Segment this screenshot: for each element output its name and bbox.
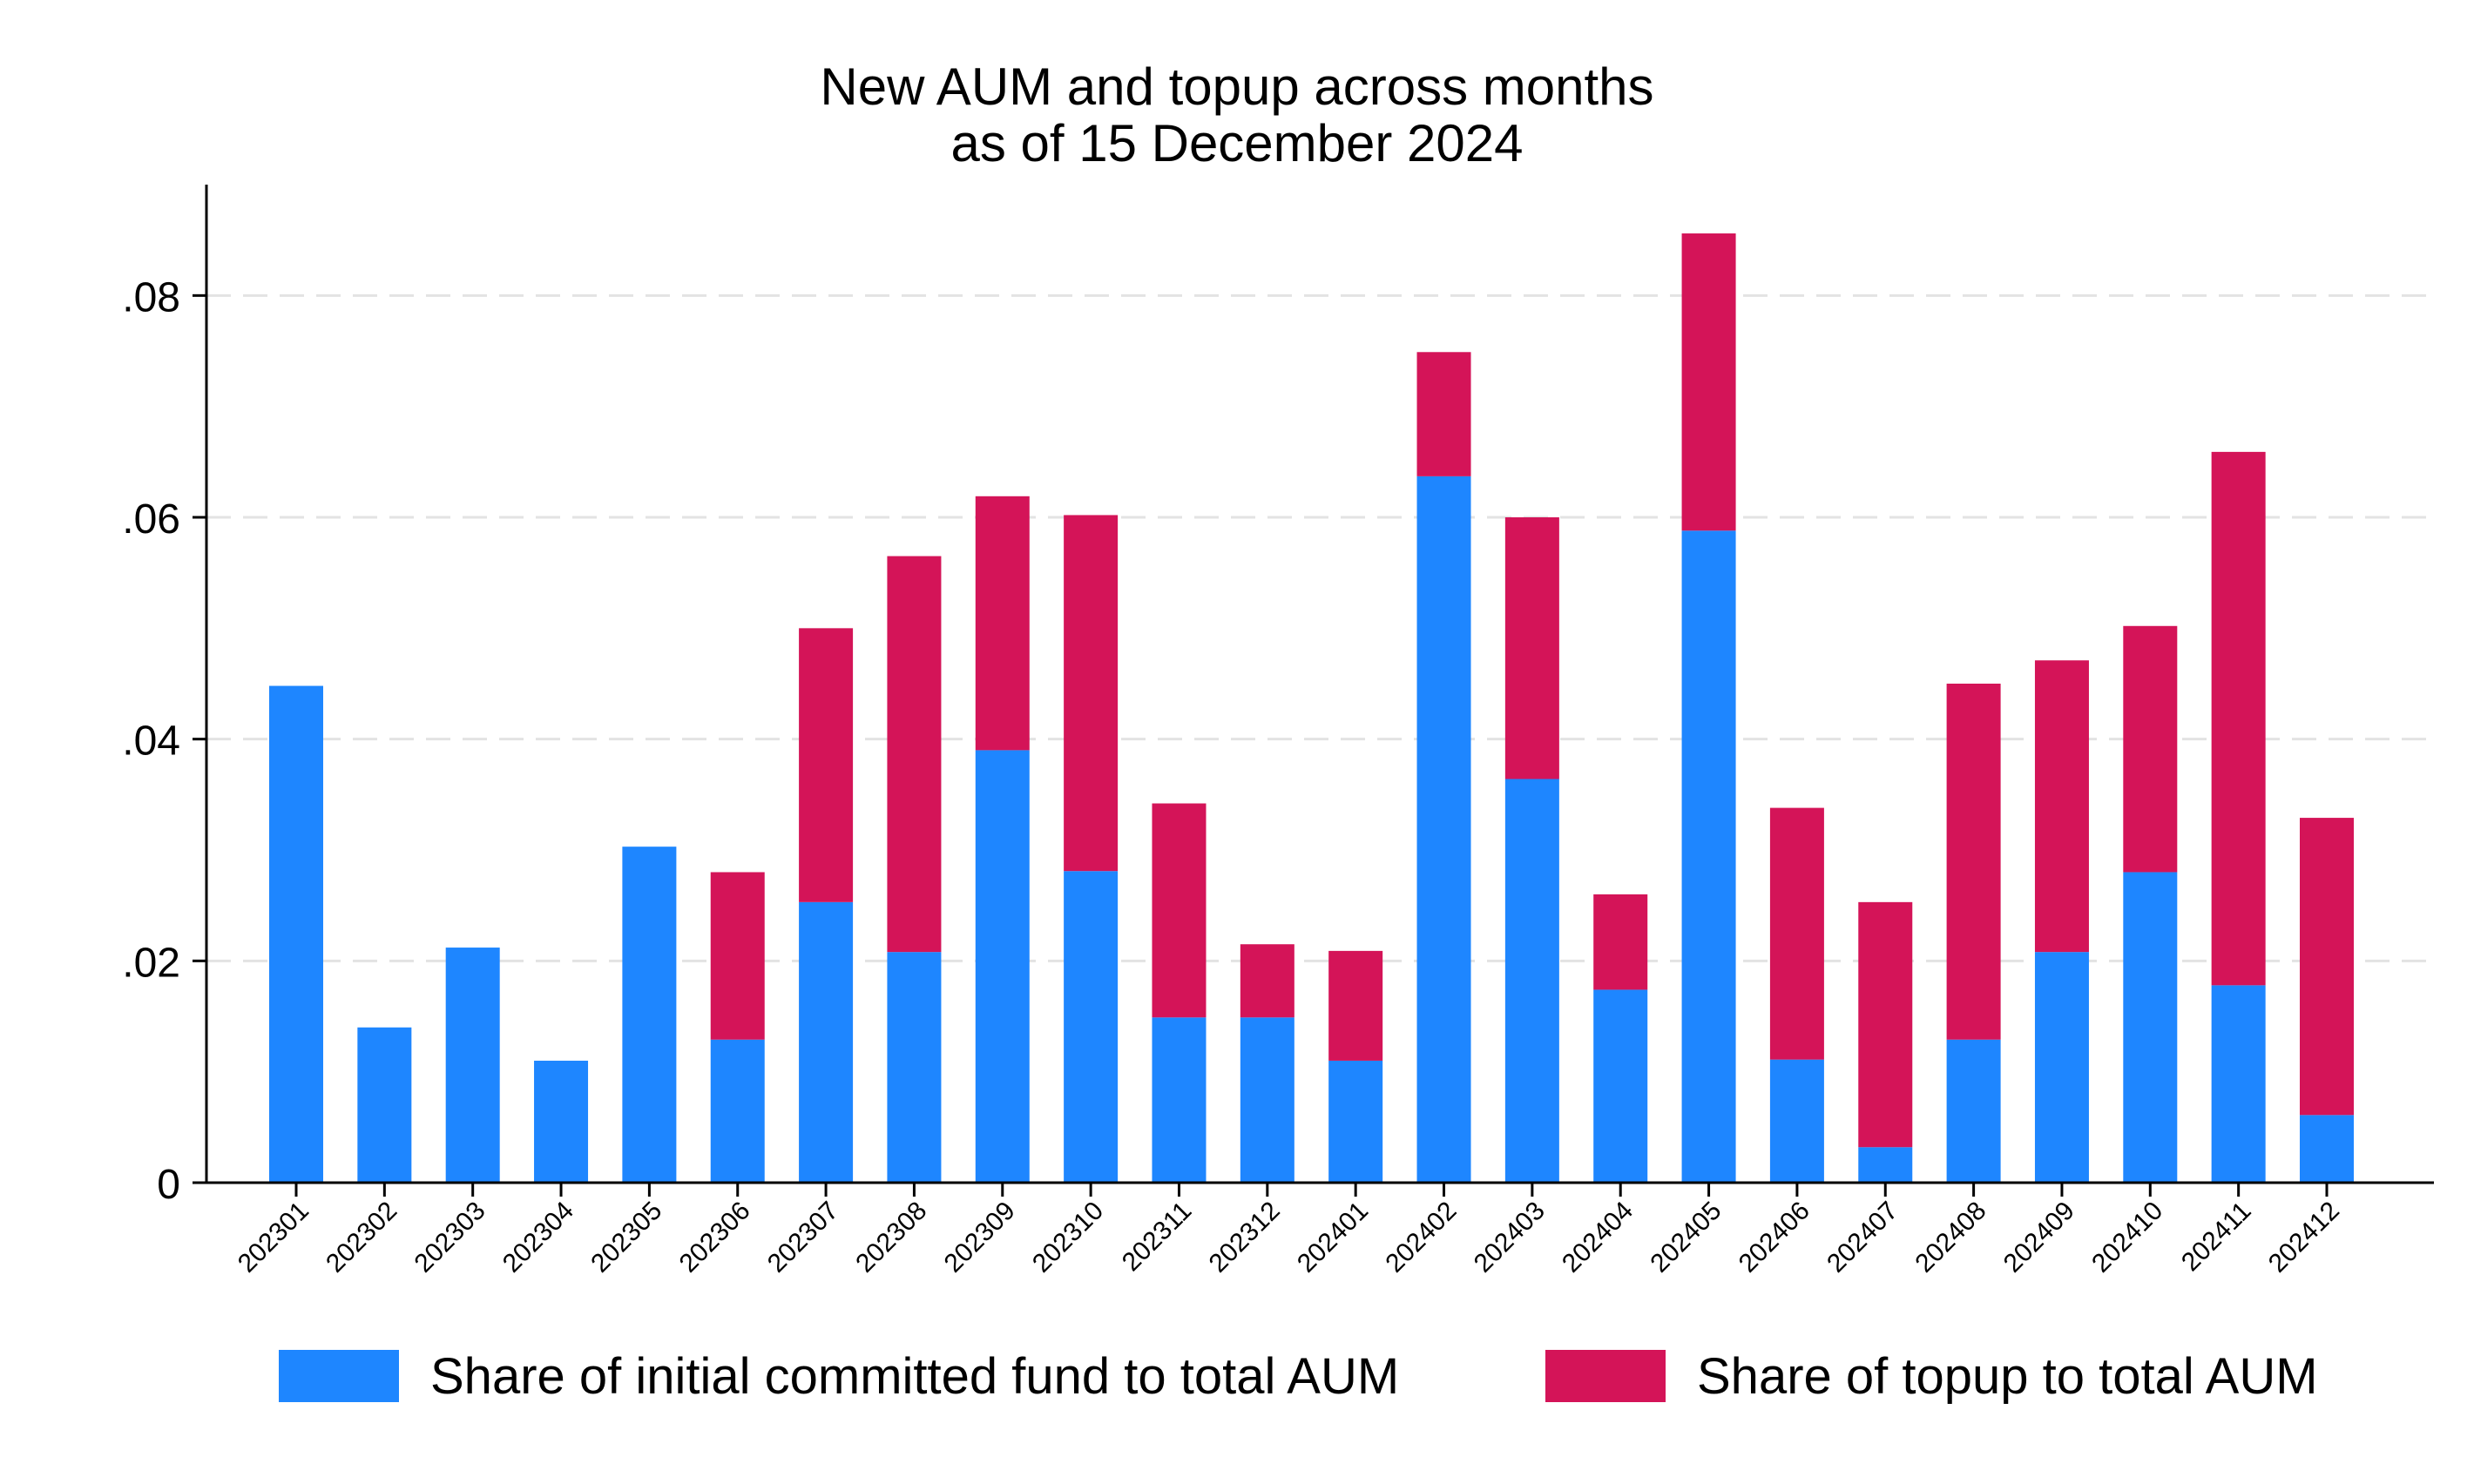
x-tick-label: 202412 [2263,1197,2345,1278]
bar-initial-fund [975,750,1030,1183]
x-tick-label: 202305 [585,1197,667,1278]
bar-initial-fund [1240,1017,1294,1183]
bar-topup [2034,660,2089,953]
x-tick-label: 202310 [1027,1197,1109,1278]
x-tick-label: 202308 [850,1197,932,1278]
x-tick-label: 202403 [1469,1197,1551,1278]
bar-topup [1152,803,1207,1018]
bar-topup [710,872,765,1040]
legend-label-topup: Share of topup to total AUM [1697,1347,2318,1405]
y-tick-label: .04 [122,718,180,765]
bar-initial-fund [710,1039,765,1183]
bar-initial-fund [1416,476,1471,1183]
x-tick-label: 202405 [1645,1197,1727,1278]
bar-initial-fund [534,1060,589,1183]
x-tick-label: 202301 [233,1197,314,1278]
bar-initial-fund [622,847,677,1183]
x-tick-label: 202306 [674,1197,756,1278]
y-tick-label: .02 [122,940,180,986]
x-tick-label: 202409 [1998,1197,2080,1278]
bar-initial-fund [1769,1059,1824,1183]
x-tick-label: 202303 [409,1197,491,1278]
bar-initial-fund [2211,985,2266,1183]
bar-topup [799,628,854,902]
x-tick-label: 202312 [1204,1197,1286,1278]
bar-initial-fund [887,952,942,1183]
legend-label-initial-fund: Share of initial committed fund to total… [430,1347,1400,1405]
x-tick-label: 202309 [939,1197,1021,1278]
bar-initial-fund [1681,530,1736,1183]
x-tick-label: 202410 [2086,1197,2168,1278]
bar-initial-fund [269,685,323,1183]
bar-initial-fund [445,948,500,1183]
bar-initial-fund [1858,1147,1913,1183]
legend: Share of initial committed fund to total… [0,1341,2474,1411]
bar-initial-fund [799,901,854,1183]
bar-initial-fund [1946,1039,2001,1183]
bar-initial-fund [1593,989,1648,1183]
bar-topup [1681,233,1736,531]
bar-topup [1328,950,1383,1061]
bar-initial-fund [1504,779,1559,1183]
x-tick-label: 202408 [1910,1197,1991,1278]
bar-topup [1946,684,2001,1040]
legend-swatch-topup [1545,1350,1666,1402]
bar-topup [1858,901,1913,1148]
bar-topup [1593,894,1648,990]
bar-initial-fund [1328,1060,1383,1183]
bar-topup [1769,807,1824,1060]
legend-swatch-initial-fund [279,1350,399,1402]
y-tick-label: 0 [157,1162,180,1208]
bar-topup [887,556,942,953]
x-tick-label: 202404 [1557,1197,1639,1278]
bar-initial-fund [2300,1115,2354,1183]
bar-initial-fund [2123,872,2178,1183]
bar-topup [1504,517,1559,779]
x-tick-label: 202402 [1380,1197,1462,1278]
x-tick-label: 202307 [762,1197,844,1278]
chart-title: New AUM and topup across months [820,57,1654,116]
bar-topup [1064,515,1119,872]
bar-topup [2211,451,2266,986]
legend-item-topup: Share of topup to total AUM [1545,1341,2318,1411]
bar-topup [1416,352,1471,476]
x-tick-label: 202411 [2176,1197,2257,1278]
x-tick-label: 202407 [1822,1197,1903,1278]
bar-topup [975,496,1030,751]
bar-initial-fund [2034,952,2089,1183]
y-tick-label: .06 [122,496,180,543]
x-tick-label: 202406 [1734,1197,1815,1278]
x-tick-label: 202401 [1292,1197,1374,1278]
bar-initial-fund [1152,1017,1207,1183]
bar-initial-fund [357,1027,412,1183]
chart-subtitle: as of 15 December 2024 [950,114,1524,172]
x-tick-label: 202302 [321,1197,402,1278]
x-tick-label: 202311 [1117,1197,1198,1278]
x-tick-label: 202304 [497,1197,579,1278]
legend-item-initial-fund: Share of initial committed fund to total… [279,1341,1399,1411]
bar-topup [2300,818,2354,1116]
bar-initial-fund [1064,871,1119,1183]
bar-topup [1240,944,1294,1018]
y-tick-label: .08 [122,274,180,320]
bar-topup [2123,625,2178,873]
